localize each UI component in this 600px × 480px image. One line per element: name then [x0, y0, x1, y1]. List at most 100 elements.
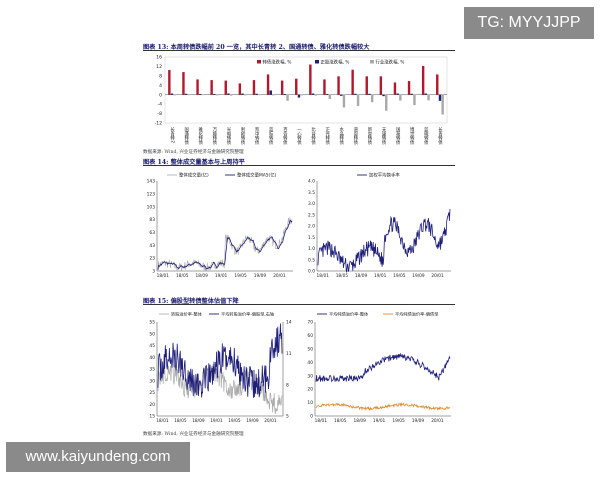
x-tick-label: 18/09 — [353, 418, 366, 424]
x-tick-label: 国通转债 — [184, 127, 189, 146]
bar — [421, 65, 425, 95]
bar — [215, 94, 219, 96]
x-tick-label: 19/01 — [374, 273, 387, 279]
y-tick-label: 5 — [286, 414, 289, 420]
bar — [413, 94, 416, 106]
y-tick-label: 8 — [159, 73, 162, 79]
x-tick-label: 18/05 — [336, 273, 349, 279]
x-tick-label: 19/05 — [228, 418, 241, 424]
y-tick-label: 40 — [149, 355, 155, 361]
bar — [424, 93, 428, 95]
legend-label: 整体成交量(亿) — [179, 172, 209, 179]
y-tick-label: 16 — [156, 55, 162, 61]
series-line — [317, 208, 451, 273]
x-tick-label: 18/05 — [334, 418, 347, 424]
bar — [365, 76, 368, 95]
bar — [224, 80, 227, 95]
x-tick-label: 18/01 — [156, 418, 169, 424]
x-tick-label: 百合转债 — [282, 127, 287, 146]
y-tick-label: 30 — [307, 373, 313, 379]
bar — [407, 81, 411, 95]
bar — [269, 90, 272, 95]
y-tick-label: 0.5 — [308, 257, 315, 263]
bar — [170, 93, 174, 95]
bar — [213, 94, 216, 95]
y-tick-label: 11 — [286, 351, 292, 357]
legend-swatch — [370, 60, 374, 64]
bar — [300, 94, 303, 96]
y-tick-label: 15 — [149, 414, 155, 420]
x-tick-label: 长青转2 — [170, 126, 176, 143]
series-line — [157, 323, 283, 398]
x-tick-label: 18/09 — [355, 273, 368, 279]
bar — [238, 83, 242, 95]
legend-label: 平均纯债溢价率-偏债型 — [395, 311, 438, 318]
x-tick-label: 19/01 — [373, 418, 386, 424]
series-line — [315, 401, 451, 411]
y-tick-label: -8 — [157, 111, 162, 117]
y-tick-label: 8 — [286, 382, 289, 388]
bar — [340, 94, 343, 96]
x-tick-label: 天康转债 — [381, 127, 386, 146]
bar — [297, 94, 301, 98]
y-tick-label: 20 — [149, 402, 155, 408]
y-tick-label: 103 — [147, 204, 156, 210]
y-tick-label: 12 — [156, 64, 162, 70]
x-tick-label: 万顺转债 — [212, 127, 217, 146]
x-tick-label: 19/05 — [234, 273, 247, 279]
y-tick-label: 30 — [149, 378, 155, 384]
x-tick-label: 19/05 — [392, 418, 405, 424]
bar — [229, 94, 233, 96]
series-line — [157, 362, 283, 415]
y-tick-label: 3 — [152, 269, 155, 275]
telegram-tag: TG: MYYJJPP — [464, 7, 594, 39]
y-tick-label: 23 — [149, 256, 155, 262]
bar — [286, 94, 289, 101]
bar — [280, 80, 284, 95]
fig14-left-line-chart: 18/01 18/05 18/09 19/01 19/05 19/09 20/01 143 12… — [147, 172, 293, 279]
bar — [295, 78, 298, 95]
x-tick-label: 水晶转债 — [339, 126, 344, 146]
y-tick-label: 3.0 — [308, 201, 315, 207]
bar — [210, 80, 213, 95]
x-tick-label: 蓝晓转债 — [423, 126, 428, 146]
y-tick-label: 40 — [307, 360, 313, 366]
y-tick-label: 43 — [149, 243, 155, 249]
bar — [370, 94, 374, 103]
bar — [272, 94, 275, 96]
bar — [309, 64, 312, 95]
bar — [396, 93, 399, 95]
y-tick-label: 4 — [159, 83, 162, 89]
y-tick-label: 14 — [286, 320, 292, 326]
bar — [283, 94, 287, 95]
bar — [196, 79, 199, 95]
bar — [382, 94, 385, 97]
y-tick-label: 143 — [147, 179, 156, 185]
x-tick-label: 18/09 — [195, 273, 208, 279]
bar — [168, 69, 171, 95]
bar — [354, 93, 357, 95]
x-tick-label: 18/05 — [176, 273, 189, 279]
legend-label: 平均纯债溢价率-整体 — [329, 311, 369, 318]
y-tick-label: 25 — [149, 390, 155, 396]
bar — [314, 94, 317, 96]
x-tick-label: 20/01 — [431, 273, 444, 279]
y-tick-label: 0 — [159, 92, 162, 98]
x-tick-label: 19/09 — [412, 418, 425, 424]
website-watermark: www.kaiyundeng.com — [6, 442, 190, 472]
x-tick-label: 20/01 — [431, 418, 444, 424]
fig13-bar-chart: 16 12 8 4 0 -4 -8 -12 转债涨跌幅, % 正股涨跌幅, % 行业涨跌幅, % 长青… — [154, 55, 448, 146]
x-tick-label: 19/05 — [393, 273, 406, 279]
fig15-right-line-chart: 18/01 18/05 18/09 19/01 19/05 19/09 20/01 70 60 5… — [307, 311, 451, 424]
x-tick-label: 光电转债 — [226, 126, 231, 146]
bar — [266, 74, 270, 95]
bar — [182, 72, 185, 95]
x-tick-label: 19/01 — [210, 418, 223, 424]
x-tick-label: 19/09 — [254, 273, 267, 279]
bar — [399, 94, 402, 101]
legend-swatch — [315, 60, 319, 64]
legend-label: 平均转股溢价率-偏股型,右轴 — [221, 311, 274, 318]
bar — [393, 82, 397, 95]
x-tick-label: 长青转债 — [437, 126, 442, 146]
y-tick-label: 50 — [307, 346, 313, 352]
